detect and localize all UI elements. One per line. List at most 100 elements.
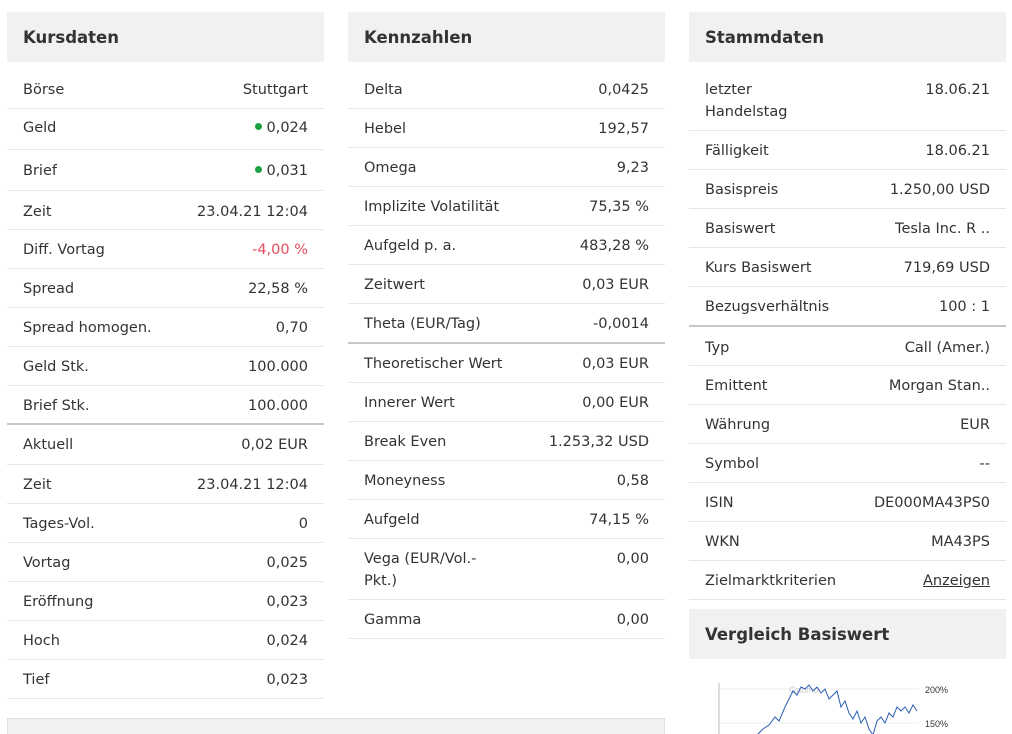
kennzahlen-title: Kennzahlen <box>348 12 665 62</box>
kurs-row-spread: Spread 22,58 % <box>7 269 324 308</box>
stamm-row-bezugsverhaeltnis: Bezugsverhältnis 100 : 1 <box>689 287 1006 327</box>
stamm-label: ISIN <box>705 495 734 511</box>
kurs-label: Aktuell <box>23 437 74 453</box>
kennzahl-label: Hebel <box>364 121 406 137</box>
stamm-label: Zielmarktkriterien <box>705 573 837 589</box>
kennzahl-row-omega: Omega 9,23 <box>348 148 665 187</box>
kurs-label: Spread <box>23 281 75 297</box>
kennzahl-value: 0,03 EUR <box>582 277 649 293</box>
kurs-value: 22,58 % <box>248 281 308 297</box>
kurs-row-hoch: Hoch 0,024 <box>7 621 324 660</box>
kurs-row-vortag: Vortag 0,025 <box>7 543 324 582</box>
kurs-label: Brief <box>23 163 57 179</box>
stamm-value: Call (Amer.) <box>904 340 990 356</box>
kurs-row-boerse: Börse Stuttgart <box>7 62 324 109</box>
anzeigen-link[interactable]: Anzeigen <box>923 573 990 589</box>
stamm-value: 18.06.21 <box>925 143 990 159</box>
stamm-label: Emittent <box>705 378 768 394</box>
kurs-label: Hoch <box>23 633 60 649</box>
stamm-value: 719,69 USD <box>903 260 990 276</box>
stamm-label: Währung <box>705 417 771 433</box>
kennzahl-label: Moneyness <box>364 473 446 489</box>
kurs-row-diff-vortag: Diff. Vortag -4,00 % <box>7 230 324 269</box>
stamm-row-letzter-handelstag: letzter Handelstag 18.06.21 <box>689 62 1006 131</box>
basiswert-line <box>757 684 918 734</box>
stamm-row-waehrung: Währung EUR <box>689 405 1006 444</box>
kurs-row-zeit: Zeit 23.04.21 12:04 <box>7 191 324 230</box>
kurs-label: Geld Stk. <box>23 359 89 375</box>
kennzahl-row-break-even: Break Even 1.253,32 USD <box>348 422 665 461</box>
kurs-value: 0,023 <box>266 672 308 688</box>
kurs-value: 0,02 EUR <box>241 437 308 453</box>
kurs-value: 100.000 <box>248 398 308 414</box>
stamm-value: EUR <box>960 417 990 433</box>
geld-value-text: 0,024 <box>266 120 308 136</box>
kennzahl-value: 0,00 EUR <box>582 395 649 411</box>
kennzahl-row-theoretischer-wert: Theoretischer Wert 0,03 EUR <box>348 344 665 383</box>
kurs-row-geld-stk: Geld Stk. 100.000 <box>7 347 324 386</box>
kurs-label: Eröffnung <box>23 594 94 610</box>
stammdaten-title: Stammdaten <box>689 12 1006 62</box>
stamm-value: Tesla Inc. R .. <box>895 221 990 237</box>
stamm-label: Fälligkeit <box>705 143 769 159</box>
kennzahl-value: 0,00 <box>616 612 649 628</box>
kennzahl-row-gamma: Gamma 0,00 <box>348 600 665 639</box>
stamm-row-basiswert: Basiswert Tesla Inc. R .. <box>689 209 1006 248</box>
stamm-label: Basiswert <box>705 221 776 237</box>
kurs-value-geld: 0,024 <box>255 117 308 139</box>
kennzahl-label: Gamma <box>364 612 422 628</box>
stamm-value: DE000MA43PS0 <box>873 495 990 511</box>
kennzahl-label: Zeitwert <box>364 277 425 293</box>
kennzahl-value: 0,00 <box>616 551 649 567</box>
kennzahl-label: Aufgeld p. a. <box>364 238 457 254</box>
kennzahl-value: 74,15 % <box>589 512 649 528</box>
stamm-label: Bezugsverhältnis <box>705 299 830 315</box>
kurs-value: 0,70 <box>275 320 308 336</box>
stamm-row-emittent: Emittent Morgan Stan.. <box>689 366 1006 405</box>
stamm-row-isin: ISIN DE000MA43PS0 <box>689 483 1006 522</box>
bottom-panel-header <box>7 718 665 734</box>
kennzahl-value: 1.253,32 USD <box>548 434 649 450</box>
kurs-label: Zeit <box>23 477 52 493</box>
kurs-label: Diff. Vortag <box>23 242 105 258</box>
stamm-label: Basispreis <box>705 182 779 198</box>
kennzahl-label: Theoretischer Wert <box>364 356 503 372</box>
kurs-value: 0,024 <box>266 633 308 649</box>
kurs-value: 0 <box>298 516 308 532</box>
kennzahl-label: Break Even <box>364 434 447 450</box>
status-dot-icon <box>255 165 263 173</box>
stamm-value: -- <box>979 456 990 472</box>
kennzahl-label: Omega <box>364 160 417 176</box>
vergleich-chart[interactable]: Gnomo 200% 150% <box>689 677 1006 734</box>
kurs-row-brief-stk: Brief Stk. 100.000 <box>7 386 324 425</box>
kennzahl-label: Implizite Volatilität <box>364 199 500 215</box>
kurs-value: Stuttgart <box>242 82 308 98</box>
kennzahl-row-zeitwert: Zeitwert 0,03 EUR <box>348 265 665 304</box>
stamm-row-symbol: Symbol -- <box>689 444 1006 483</box>
kurs-row-eroeffnung: Eröffnung 0,023 <box>7 582 324 621</box>
kennzahl-value: 0,58 <box>616 473 649 489</box>
kennzahlen-panel: Kennzahlen Delta 0,0425 Hebel 192,57 Ome… <box>348 12 665 639</box>
stamm-label: WKN <box>705 534 740 550</box>
stamm-row-typ: Typ Call (Amer.) <box>689 327 1006 366</box>
kurs-value: 23.04.21 12:04 <box>197 204 308 220</box>
kennzahl-row-vega: Vega (EUR/Vol.-Pkt.) 0,00 <box>348 539 665 600</box>
kennzahl-label: Aufgeld <box>364 512 420 528</box>
kurs-row-tages-vol: Tages-Vol. 0 <box>7 504 324 543</box>
kennzahl-label: Theta (EUR/Tag) <box>364 316 481 332</box>
stamm-value: 1.250,00 USD <box>889 182 990 198</box>
kennzahl-value: 0,03 EUR <box>582 356 649 372</box>
chart-watermark: Gnomo <box>789 685 819 695</box>
stamm-row-kurs-basiswert: Kurs Basiswert 719,69 USD <box>689 248 1006 287</box>
brief-value-text: 0,031 <box>266 163 308 179</box>
kennzahl-value: 192,57 <box>598 121 649 137</box>
kennzahl-row-aufgeld-pa: Aufgeld p. a. 483,28 % <box>348 226 665 265</box>
status-dot-icon <box>255 122 263 130</box>
chart-tick-label: 200% <box>925 685 948 695</box>
kurs-label: Zeit <box>23 204 52 220</box>
kennzahl-row-innerer-wert: Innerer Wert 0,00 EUR <box>348 383 665 422</box>
stamm-value: Morgan Stan.. <box>888 378 990 394</box>
kurs-value-negative: -4,00 % <box>252 242 308 258</box>
stamm-label: Symbol <box>705 456 760 472</box>
kennzahl-value: 0,0425 <box>598 82 649 98</box>
